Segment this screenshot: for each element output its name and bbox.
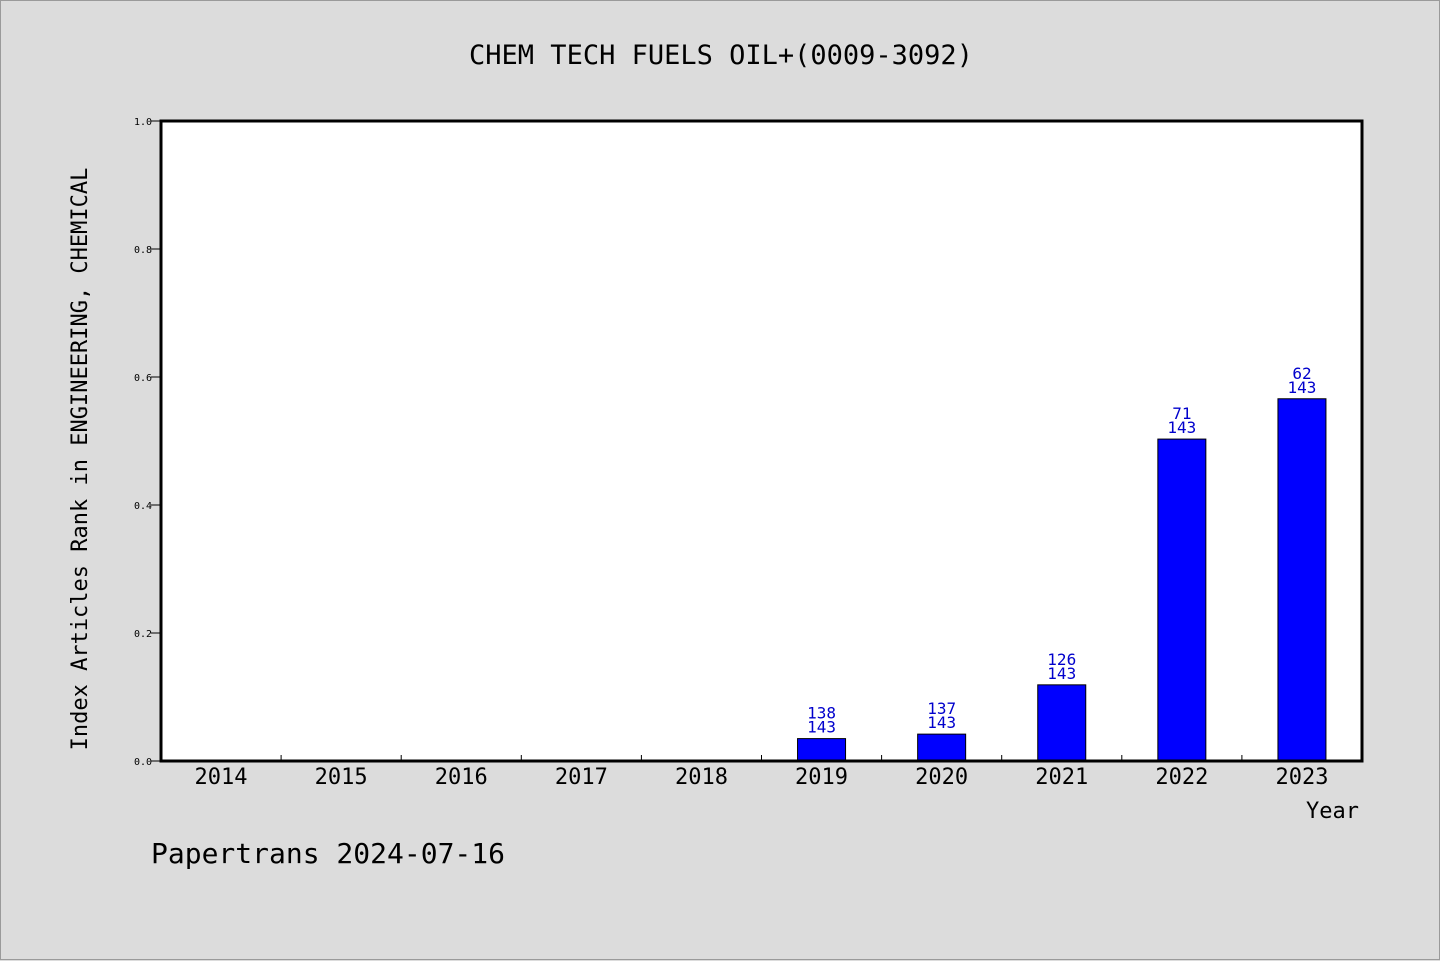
bar-rank-label: 71 [1172, 404, 1191, 423]
bar-rank-label: 62 [1292, 364, 1311, 383]
bar-total-label: 143 [807, 718, 836, 737]
bar-rank-label: 126 [1047, 650, 1076, 669]
x-tick-label: 2015 [315, 765, 368, 790]
y-axis-label: Index Articles Rank in ENGINEERING, CHEM… [68, 168, 93, 751]
x-tick-label: 2023 [1275, 765, 1328, 790]
chart-title: CHEM TECH FUELS OIL+(0009-3092) [469, 40, 973, 71]
x-tick-label: 2017 [555, 765, 608, 790]
bar [917, 733, 967, 762]
x-tick-label: 2022 [1155, 765, 1208, 790]
bar-total-label: 143 [1047, 664, 1076, 683]
x-tick-label: 2021 [1035, 765, 1088, 790]
footer-credit: Papertrans 2024-07-16 [151, 837, 505, 870]
y-tick-label: 0.8 [134, 245, 152, 256]
y-tick-label: 0.2 [134, 629, 152, 640]
bars-group [797, 398, 1327, 762]
x-tick-label: 2014 [195, 765, 248, 790]
bar-rank-label: 138 [807, 704, 836, 723]
y-tick-label: 0.4 [134, 501, 152, 512]
bar [1037, 684, 1087, 762]
x-axis-label: Year [1306, 799, 1359, 824]
bar-total-label: 143 [1287, 378, 1316, 397]
plot-border [159, 119, 1364, 763]
bar [1277, 398, 1327, 762]
x-tick-label: 2019 [795, 765, 848, 790]
y-tick-label: 0.6 [134, 373, 152, 384]
x-tick-label: 2020 [915, 765, 968, 790]
y-tick-label: 1.0 [134, 117, 152, 128]
bar-rank-label: 137 [927, 699, 956, 718]
bar [797, 738, 847, 762]
bar-total-label: 143 [1167, 418, 1196, 437]
x-tick-label: 2018 [675, 765, 728, 790]
y-tick-label: 0.0 [134, 757, 152, 768]
x-tick-label: 2016 [435, 765, 488, 790]
y-axis-ticks: 0.0 0.2 0.4 0.6 0.8 1.0 [134, 117, 161, 768]
bar [1157, 438, 1207, 762]
bar-total-label: 143 [927, 713, 956, 732]
x-axis-ticks: 2014 2015 2016 2017 2018 2019 2020 2021 2022 2023 [195, 755, 1328, 790]
